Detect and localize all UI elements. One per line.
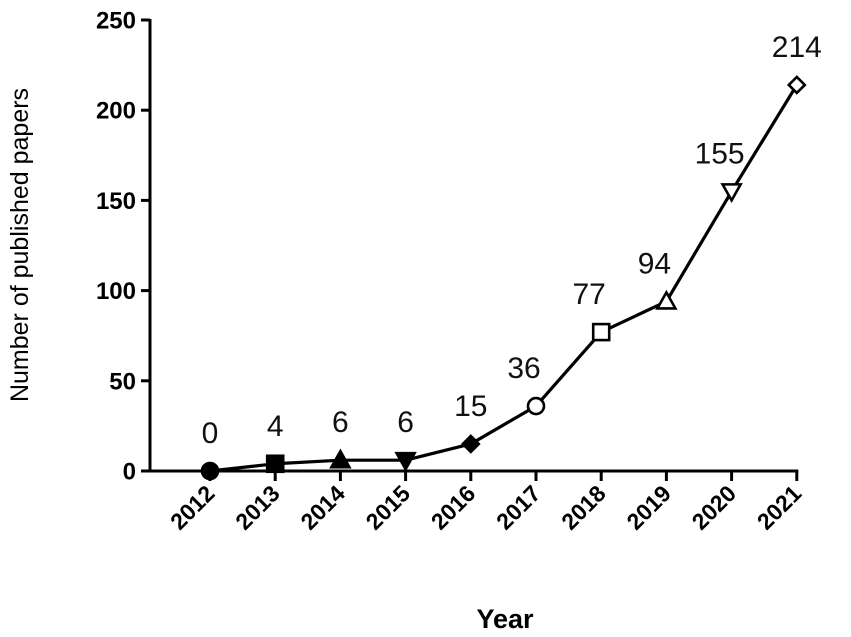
- x-tick-label: 2019: [621, 480, 676, 535]
- data-label: 4: [267, 410, 284, 443]
- x-tick-label: 2021: [752, 480, 807, 535]
- data-point-triangle-down: [720, 183, 743, 204]
- series-line: [209, 84, 799, 473]
- x-tick-label: 2017: [491, 480, 546, 535]
- x-tick-label: 2015: [361, 480, 416, 535]
- y-tick-label: 150: [96, 188, 136, 215]
- data-point-triangle-up: [329, 448, 352, 469]
- data-point-square: [265, 454, 285, 474]
- x-axis-title: Year: [476, 604, 534, 634]
- y-tick-label: 100: [96, 278, 136, 305]
- x-tick-label: 2012: [165, 480, 220, 535]
- x-tick-label: 2020: [687, 480, 742, 535]
- data-point-triangle-up: [655, 289, 678, 310]
- data-label: 15: [454, 390, 487, 423]
- x-tick-label: 2013: [230, 480, 285, 535]
- data-label: 6: [332, 406, 349, 439]
- data-label: 94: [638, 247, 671, 280]
- data-point-circle: [200, 461, 220, 481]
- data-labels: 0 4 6 6 15 36 77 94 155 214: [202, 31, 822, 450]
- y-axis: 0 50 100 150 200 250: [96, 8, 152, 486]
- x-axis: 2012 2013 2014 2015 2016 2017 2018 2019 2020 2021: [148, 469, 807, 535]
- data-point-square: [591, 322, 611, 342]
- series: [200, 75, 807, 481]
- data-label: 155: [695, 137, 745, 170]
- data-point-diamond: [786, 75, 807, 95]
- y-tick-label: 50: [109, 368, 136, 395]
- data-label: 6: [397, 406, 414, 439]
- data-point-diamond: [460, 434, 481, 454]
- data-point-circle: [526, 396, 546, 416]
- y-tick-label: 200: [96, 98, 136, 125]
- y-tick-label: 250: [96, 8, 136, 35]
- x-tick-label: 2018: [556, 480, 611, 535]
- x-tick-label: 2014: [295, 480, 350, 535]
- data-point-triangle-down: [394, 451, 417, 472]
- data-label: 214: [772, 31, 822, 64]
- data-label: 77: [573, 278, 606, 311]
- x-tick-label: 2016: [426, 480, 481, 535]
- y-tick-label: 0: [123, 459, 136, 486]
- data-label: 36: [507, 352, 540, 385]
- y-axis-title: Number of published papers: [6, 88, 34, 402]
- data-label: 0: [202, 417, 219, 450]
